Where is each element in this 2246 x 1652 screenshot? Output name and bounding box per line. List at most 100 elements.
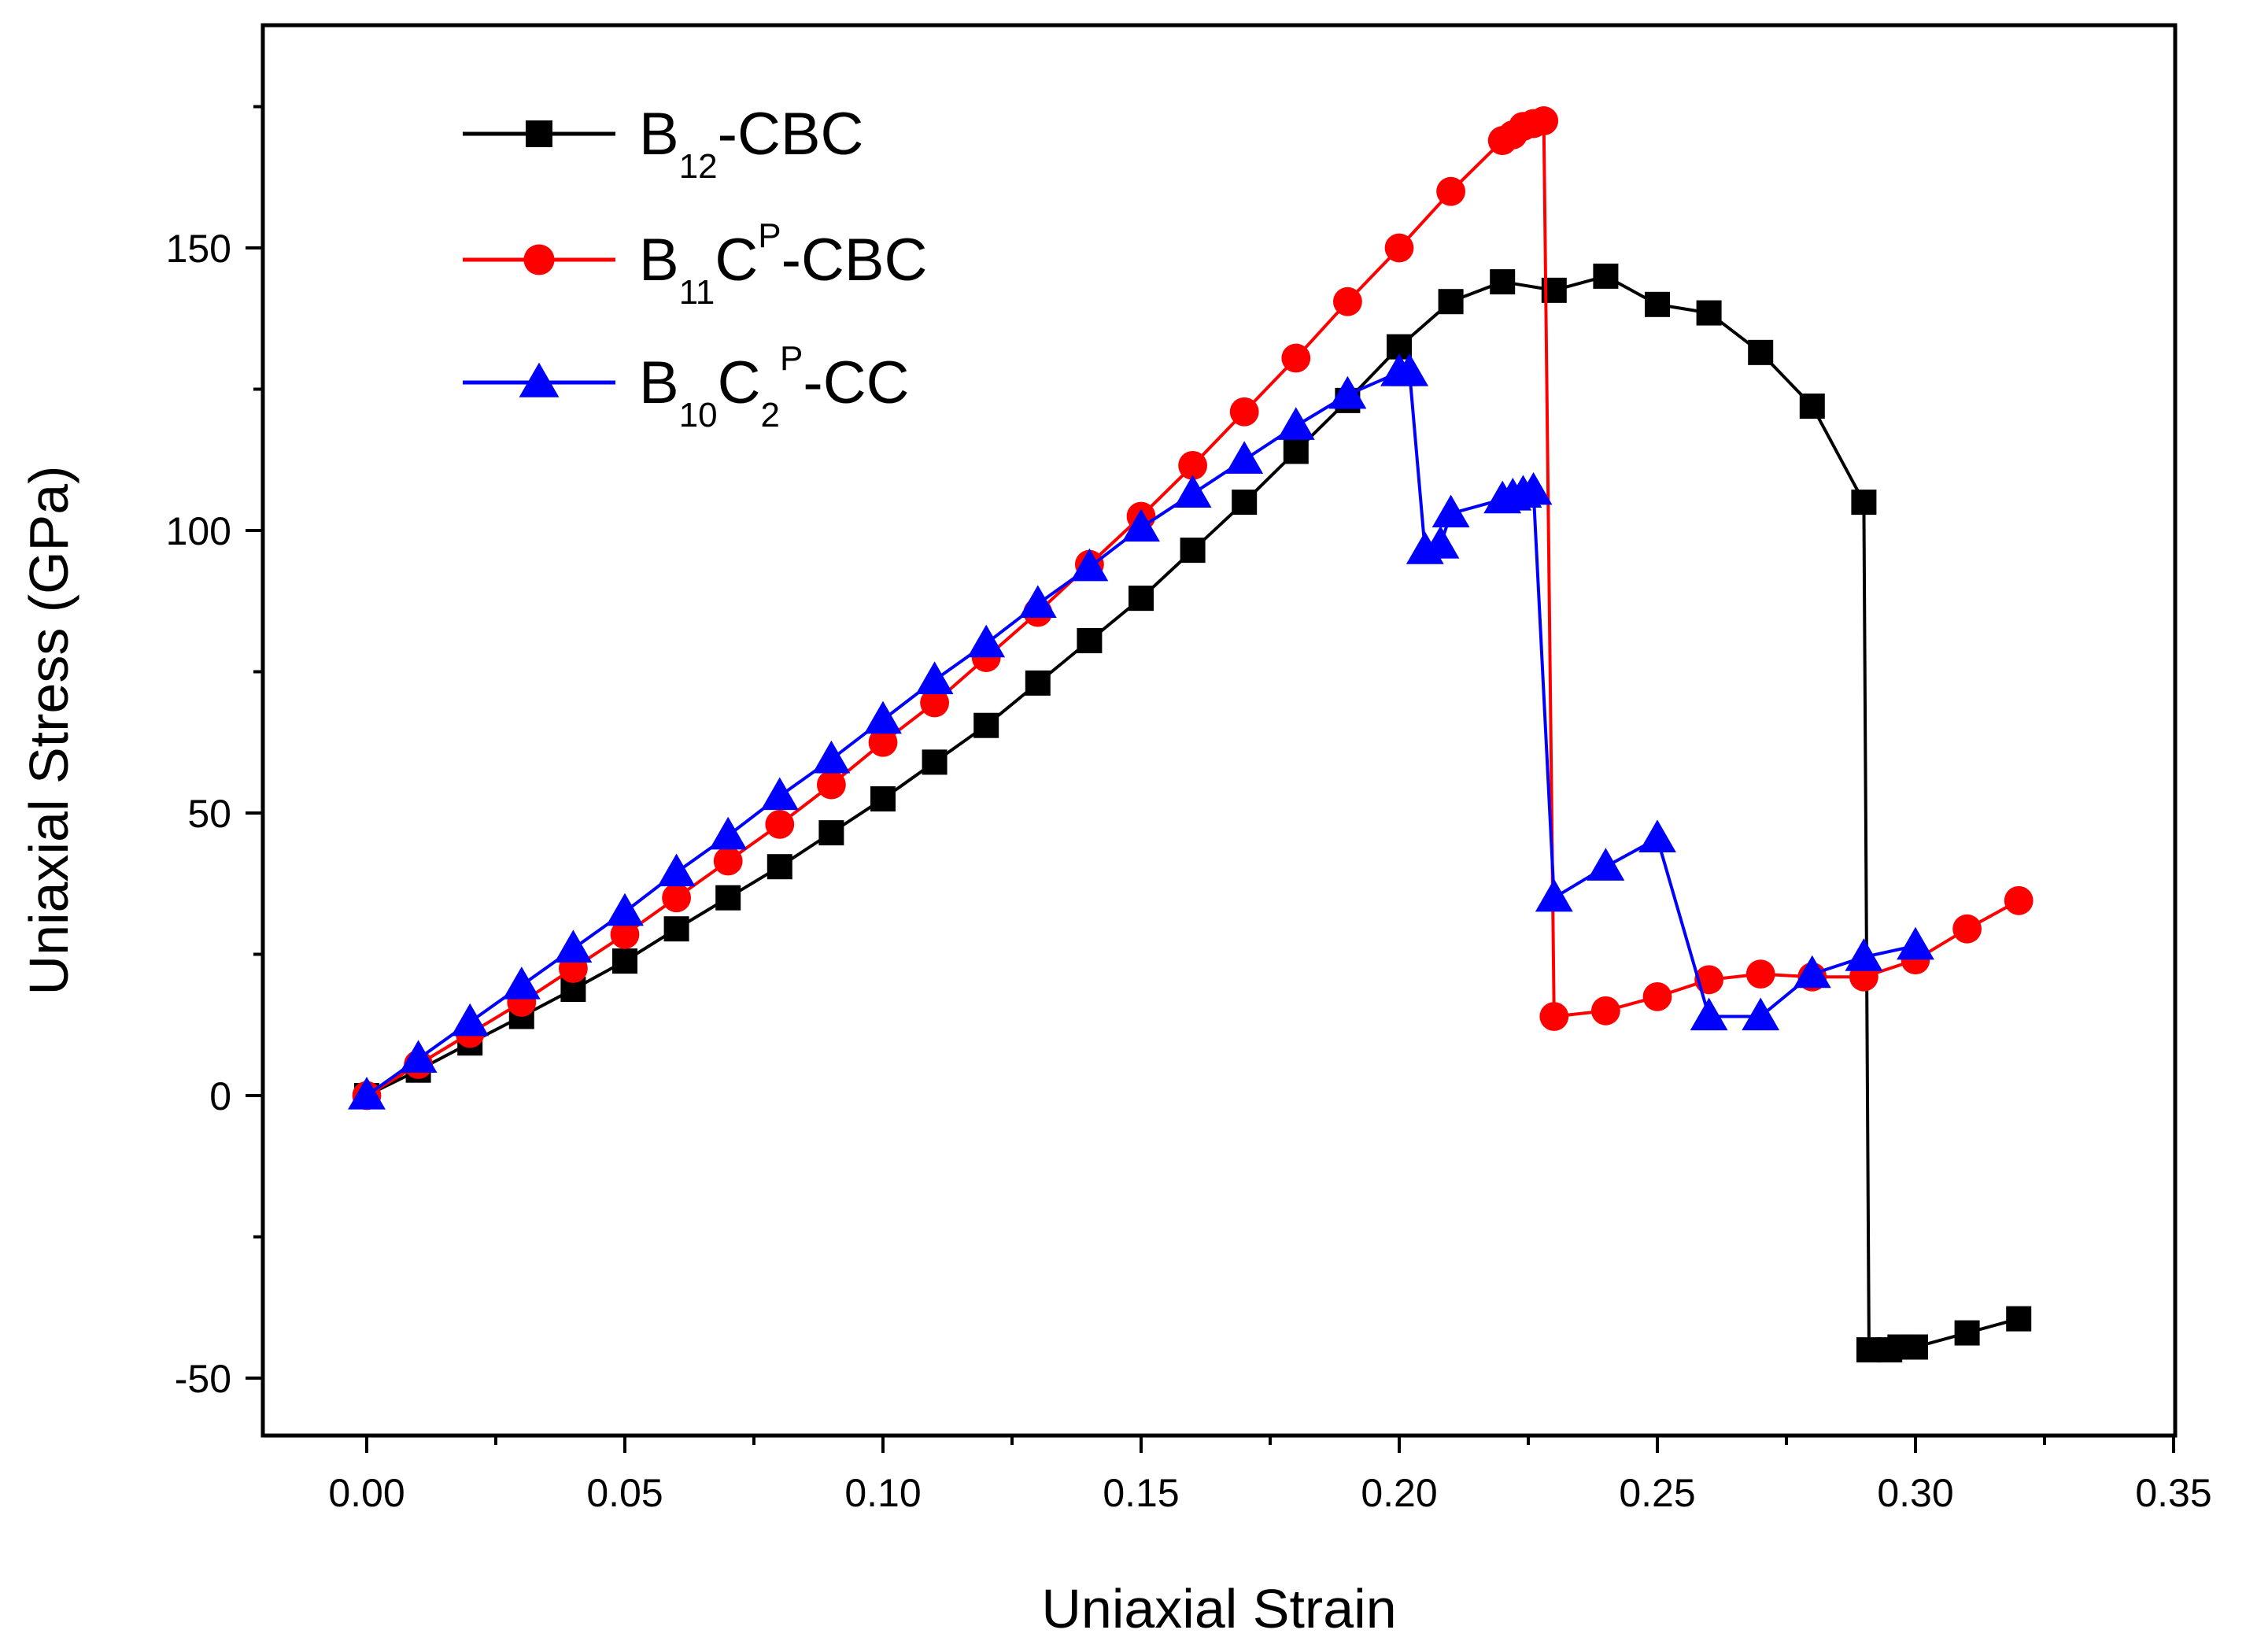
legend-label-part: B <box>639 349 679 416</box>
x-tick-label: 0.20 <box>1361 1471 1437 1515</box>
data-point <box>715 885 741 911</box>
series-triangle <box>348 353 1934 1110</box>
data-point <box>1535 878 1573 912</box>
data-point <box>1328 375 1367 409</box>
x-tick-label: 0.00 <box>328 1471 405 1515</box>
plot-frame <box>260 23 2178 1438</box>
legend-label-part: P <box>780 339 803 378</box>
y-tick-label: 50 <box>187 792 231 836</box>
data-point <box>817 770 846 800</box>
series-line <box>366 274 2019 1352</box>
data-point <box>1799 394 1825 419</box>
data-point <box>915 661 954 694</box>
data-point <box>1587 848 1625 881</box>
data-point <box>1954 1320 1980 1346</box>
data-point <box>1276 407 1315 440</box>
data-point <box>1696 300 1722 326</box>
legend-label-part: B <box>639 227 679 294</box>
data-point <box>657 853 696 887</box>
data-point <box>1225 441 1264 474</box>
data-point <box>502 966 541 1000</box>
y-tick-label: 100 <box>166 509 231 553</box>
x-tick-label: 0.10 <box>844 1471 921 1515</box>
data-point <box>1391 353 1429 386</box>
data-point <box>1514 471 1553 505</box>
data-point <box>1903 1334 1928 1360</box>
legend-label-part: 10 <box>679 396 718 434</box>
data-point <box>1283 438 1309 464</box>
data-point <box>1745 959 1775 989</box>
data-point <box>760 777 799 811</box>
data-point <box>1593 263 1619 289</box>
data-point <box>1897 926 1934 960</box>
data-point <box>1180 538 1206 564</box>
x-tick-label: 0.25 <box>1619 1471 1695 1515</box>
y-tick-label: 150 <box>166 227 231 271</box>
data-point <box>1591 996 1620 1026</box>
legend-label-part: 11 <box>679 273 715 312</box>
data-point <box>1232 490 1258 516</box>
data-point <box>1638 819 1676 852</box>
data-point <box>713 846 743 876</box>
data-point <box>1129 586 1154 612</box>
data-point <box>2006 1306 2032 1332</box>
data-point <box>765 809 795 839</box>
legend-label-part: C <box>718 349 761 416</box>
legend-marker <box>526 120 552 147</box>
data-point <box>1077 628 1103 654</box>
y-tick-label: -50 <box>175 1357 231 1401</box>
x-tick-label: 0.35 <box>2135 1471 2211 1515</box>
data-point <box>1281 343 1311 373</box>
legend-marker <box>523 244 555 275</box>
data-point <box>812 740 851 774</box>
x-tick-label: 0.05 <box>586 1471 663 1515</box>
x-axis-title: Uniaxial Strain <box>1041 1578 1396 1639</box>
legend-label-part: B <box>639 101 679 168</box>
data-point <box>767 854 792 880</box>
data-point <box>1229 397 1259 427</box>
legend-label-part: P <box>758 216 781 255</box>
data-point <box>399 1040 438 1074</box>
legend-label-part: 2 <box>761 396 780 434</box>
data-point <box>870 786 896 812</box>
data-point <box>1490 269 1516 295</box>
data-point <box>1173 475 1212 508</box>
series-circle <box>352 106 2034 1111</box>
y-axis-title: Uniaxial Stress (GPa) <box>18 466 79 996</box>
data-point <box>612 948 637 974</box>
data-point <box>818 820 844 846</box>
data-point <box>348 1077 386 1110</box>
legend-label: B10C2P-CC <box>639 339 909 434</box>
data-point <box>1438 289 1464 315</box>
legend-label-part: 12 <box>679 147 718 186</box>
x-tick-label: 0.15 <box>1103 1471 1179 1515</box>
data-point <box>922 749 948 775</box>
series-square <box>354 263 2032 1363</box>
data-point <box>1642 981 1672 1011</box>
data-point <box>554 929 593 963</box>
data-point <box>663 916 689 942</box>
data-point <box>1436 176 1465 206</box>
data-point <box>868 727 898 757</box>
data-point <box>1845 938 1883 971</box>
data-point <box>973 712 999 738</box>
data-point <box>1070 548 1109 582</box>
data-point <box>920 688 949 718</box>
data-point <box>610 919 640 949</box>
data-point <box>1421 526 1460 559</box>
data-point <box>662 883 691 913</box>
x-tick-label: 0.30 <box>1877 1471 1953 1515</box>
data-point <box>1793 955 1831 989</box>
data-point <box>864 700 902 734</box>
legend-label-part: -CC <box>803 349 909 416</box>
data-point <box>709 816 748 850</box>
data-point <box>1742 997 1780 1031</box>
y-tick-label: 0 <box>209 1074 231 1118</box>
data-point <box>1431 494 1470 528</box>
data-point <box>451 1003 489 1037</box>
data-point <box>1851 490 1877 516</box>
data-point <box>1018 585 1057 619</box>
legend-label: B12-CBC <box>639 101 863 186</box>
series-layer <box>348 106 2034 1363</box>
